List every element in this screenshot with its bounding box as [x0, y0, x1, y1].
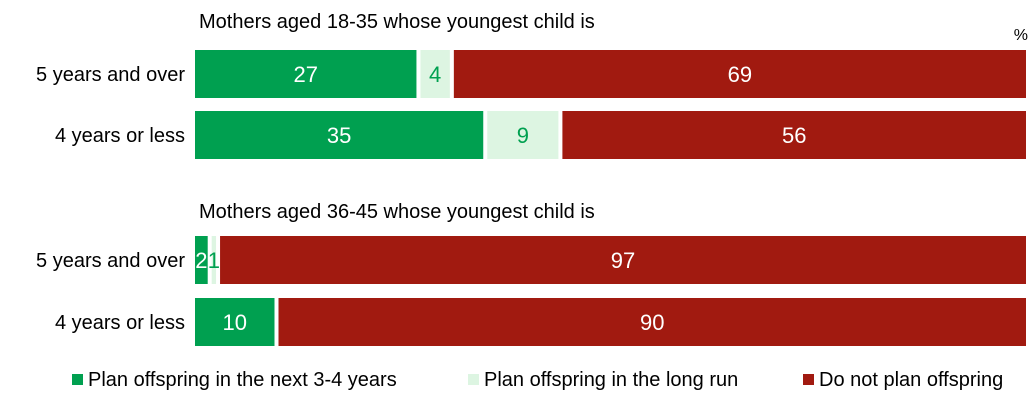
data-label: 35 [327, 123, 351, 148]
data-label: 2 [195, 248, 207, 273]
bar-segment [195, 298, 275, 346]
data-label: 90 [640, 310, 664, 335]
legend-label: Plan offspring in the next 3-4 years [88, 369, 397, 391]
category-label: 5 years and over [36, 250, 185, 272]
group-title: Mothers aged 18-35 whose youngest child … [199, 11, 595, 33]
chart-groups: Mothers aged 18-35 whose youngest child … [36, 11, 1027, 346]
bar-segment [420, 50, 450, 98]
unit-label: % [1014, 27, 1028, 44]
group-title: Mothers aged 36-45 whose youngest child … [199, 201, 595, 223]
legend-swatch [803, 374, 814, 385]
legend-swatch [468, 374, 479, 385]
legend-item: Do not plan offspring [803, 369, 1003, 391]
bar-segment [562, 111, 1026, 159]
data-label: 9 [517, 123, 529, 148]
category-label: 4 years or less [55, 312, 185, 334]
legend: Plan offspring in the next 3-4 years Plan… [72, 369, 1003, 391]
legend-label: Plan offspring in the long run [484, 369, 738, 391]
data-label: 56 [782, 123, 806, 148]
bar-segment [195, 236, 208, 284]
data-label: 1 [208, 248, 220, 273]
data-label: 4 [429, 62, 441, 87]
bar-segment [453, 50, 1027, 98]
data-label: 10 [223, 310, 247, 335]
bar-segment [487, 111, 559, 159]
category-label: 4 years or less [55, 125, 185, 147]
bar-segment [211, 236, 217, 284]
bar-segment [278, 298, 1026, 346]
chart-group-2: Mothers aged 36-45 whose youngest child … [36, 201, 1027, 346]
legend-swatch [72, 374, 83, 385]
category-label: 5 years and over [36, 64, 185, 86]
legend-label: Do not plan offspring [819, 369, 1003, 391]
bar-segment [195, 111, 484, 159]
legend-item: Plan offspring in the next 3-4 years [72, 369, 397, 391]
data-label: 27 [293, 62, 317, 87]
data-label: 97 [611, 248, 635, 273]
legend-item: Plan offspring in the long run [468, 369, 738, 391]
data-label: 69 [728, 62, 752, 87]
bar-segment [220, 236, 1027, 284]
bar-segment [195, 50, 417, 98]
chart-group-1: Mothers aged 18-35 whose youngest child … [36, 11, 1027, 159]
